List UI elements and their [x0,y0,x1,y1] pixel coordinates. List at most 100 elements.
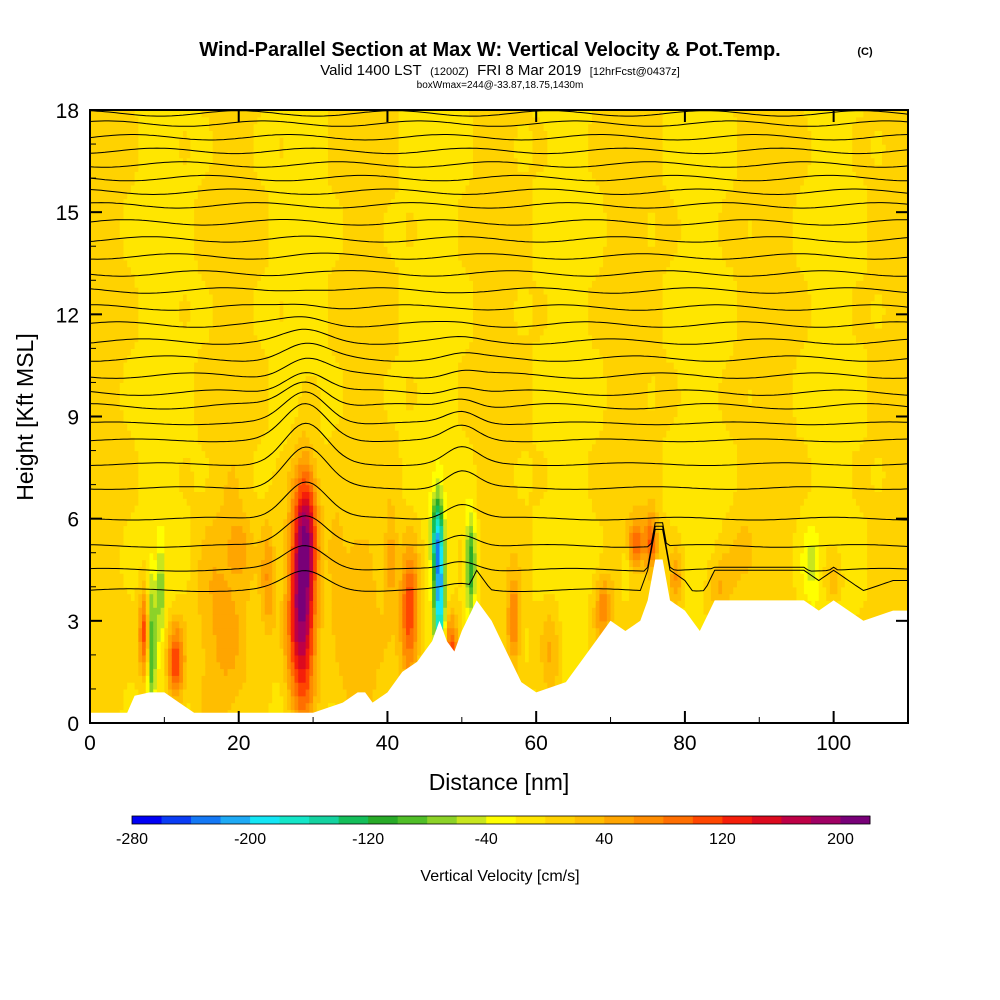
velocity-cell [160,634,165,642]
velocity-cell [182,307,188,315]
velocity-cell [175,464,180,472]
velocity-cell [186,396,191,404]
velocity-cell [104,450,110,458]
velocity-cell [197,314,203,322]
velocity-cell [220,130,225,138]
velocity-cell [179,498,184,506]
velocity-cell [264,259,270,268]
velocity-cell [279,198,284,206]
velocity-cell [171,443,177,452]
velocity-cell [168,130,173,138]
velocity-cell [112,607,117,615]
velocity-cell [272,314,277,322]
velocity-cell [171,593,177,601]
velocity-cell [227,654,232,663]
velocity-cell [156,566,162,574]
velocity-cell [97,668,102,676]
velocity-cell [138,307,143,315]
velocity-cell [90,171,95,179]
velocity-cell [275,593,281,601]
velocity-cell [145,293,151,302]
velocity-cell [186,579,191,588]
velocity-cell [179,457,184,465]
velocity-cell [208,436,214,445]
velocity-cell [223,389,229,397]
velocity-cell [227,511,232,520]
velocity-cell [264,423,270,431]
velocity-cell [116,144,121,152]
velocity-cell [212,212,218,220]
velocity-cell [156,457,162,465]
velocity-cell [223,137,229,145]
velocity-cell [208,511,214,520]
velocity-cell [186,321,191,329]
velocity-cell [142,389,147,397]
velocity-cell [257,470,262,479]
velocity-cell [186,137,191,145]
velocity-cell [227,191,232,200]
velocity-cell [190,137,195,145]
velocity-cell [104,511,110,520]
velocity-cell [134,239,139,247]
velocity-cell [216,287,221,295]
velocity-cell [138,511,143,520]
velocity-cell [223,205,229,213]
velocity-cell [134,184,139,193]
velocity-cell [208,116,214,125]
velocity-cell [153,321,158,329]
velocity-cell [138,137,143,145]
velocity-cell [104,253,110,261]
velocity-cell [268,634,273,642]
velocity-cell [149,130,154,138]
velocity-cell [90,661,95,670]
velocity-cell [153,212,158,220]
velocity-cell [208,498,214,506]
velocity-cell [246,253,251,261]
velocity-cell [220,116,225,125]
velocity-cell [201,232,206,241]
velocity-cell [246,171,251,179]
velocity-cell [127,525,132,533]
velocity-cell [179,614,184,622]
velocity-cell [171,402,177,411]
velocity-cell [90,178,95,186]
velocity-cell [235,280,240,288]
velocity-cell [231,164,236,172]
velocity-cell [116,375,121,384]
velocity-cell [208,287,214,295]
velocity-cell [149,375,154,384]
velocity-cell [279,627,284,636]
velocity-cell [231,593,236,601]
velocity-cell [127,293,132,302]
velocity-cell [227,443,232,452]
velocity-cell [197,321,203,329]
velocity-cell [134,144,139,152]
velocity-cell [216,688,221,697]
velocity-cell [261,246,266,254]
velocity-cell [171,232,177,241]
velocity-cell [235,144,240,152]
velocity-cell [220,259,225,268]
velocity-cell [138,402,143,411]
velocity-cell [223,423,229,431]
velocity-cell [279,566,284,574]
velocity-cell [197,409,203,418]
velocity-cell [201,634,206,642]
velocity-cell [205,375,210,384]
velocity-cell [160,130,165,138]
velocity-cell [242,675,247,683]
velocity-cell [93,641,99,649]
velocity-cell [93,627,99,636]
velocity-cell [108,273,113,281]
velocity-cell [279,430,284,438]
velocity-cell [261,614,266,622]
velocity-cell [142,593,147,601]
velocity-cell [97,593,102,601]
velocity-cell [264,402,270,411]
velocity-cell [101,171,106,179]
velocity-cell [145,593,151,601]
velocity-cell [253,498,258,506]
velocity-cell [149,443,154,452]
velocity-cell [186,511,191,520]
velocity-cell [190,682,195,690]
